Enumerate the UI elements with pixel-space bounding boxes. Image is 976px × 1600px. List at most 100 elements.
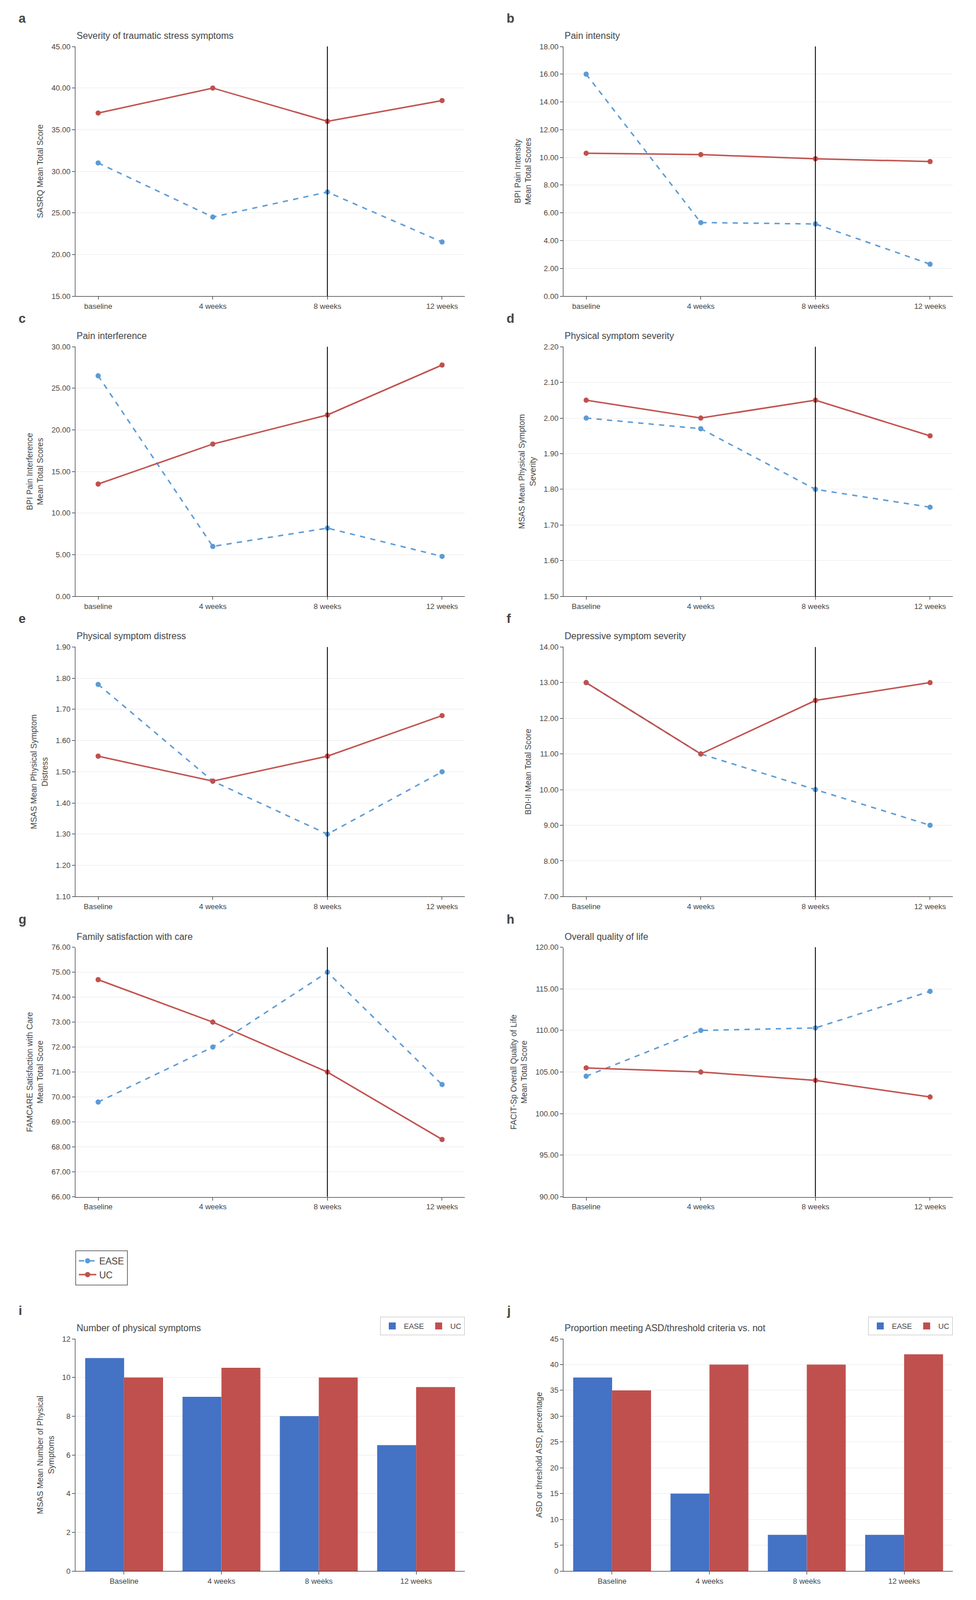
svg-text:12 weeks: 12 weeks [913, 901, 946, 911]
svg-text:a: a [18, 11, 27, 26]
svg-text:1.80: 1.80 [543, 484, 559, 494]
svg-text:2: 2 [66, 1527, 71, 1536]
svg-text:1.20: 1.20 [55, 860, 71, 870]
svg-text:12.00: 12.00 [539, 125, 559, 135]
svg-text:5.00: 5.00 [55, 550, 71, 559]
svg-text:baseline: baseline [572, 301, 600, 311]
svg-text:12 weeks: 12 weeks [400, 1575, 433, 1585]
svg-text:baseline: baseline [84, 301, 112, 311]
svg-text:67.00: 67.00 [51, 1166, 71, 1176]
svg-text:EASE: EASE [99, 1255, 125, 1266]
svg-text:8 weeks: 8 weeks [313, 301, 342, 311]
svg-text:Baseline: Baseline [109, 1575, 139, 1585]
svg-text:Overall quality of life: Overall quality of life [564, 931, 649, 942]
svg-text:120.00: 120.00 [535, 942, 559, 952]
svg-text:45.00: 45.00 [51, 42, 71, 52]
svg-text:2.00: 2.00 [543, 264, 559, 273]
svg-text:1.10: 1.10 [55, 891, 71, 901]
svg-text:Baseline: Baseline [571, 601, 601, 611]
svg-text:0: 0 [554, 1566, 559, 1575]
svg-text:4 weeks: 4 weeks [199, 901, 227, 911]
svg-text:15.00: 15.00 [51, 467, 71, 476]
svg-text:1.80: 1.80 [55, 673, 71, 683]
svg-text:Baseline: Baseline [83, 1201, 113, 1211]
svg-text:8: 8 [66, 1411, 71, 1420]
svg-text:1.40: 1.40 [55, 798, 71, 808]
svg-text:1.60: 1.60 [543, 555, 559, 565]
svg-text:8 weeks: 8 weeks [793, 1575, 822, 1585]
svg-text:Baseline: Baseline [571, 901, 601, 911]
svg-text:30.00: 30.00 [51, 342, 71, 352]
svg-text:75.00: 75.00 [51, 967, 71, 976]
svg-text:1.70: 1.70 [55, 704, 71, 714]
svg-text:EASE: EASE [891, 1321, 913, 1330]
svg-text:baseline: baseline [84, 601, 112, 611]
svg-text:40.00: 40.00 [51, 83, 71, 93]
svg-text:h: h [506, 911, 515, 927]
svg-text:40: 40 [550, 1359, 559, 1369]
svg-text:4 weeks: 4 weeks [695, 1575, 724, 1585]
svg-text:4: 4 [66, 1488, 71, 1498]
svg-text:i: i [18, 1302, 23, 1318]
svg-text:d: d [506, 311, 515, 326]
svg-text:105.00: 105.00 [535, 1067, 559, 1076]
svg-text:8 weeks: 8 weeks [313, 601, 342, 611]
svg-text:6: 6 [66, 1450, 71, 1459]
svg-text:j: j [506, 1302, 511, 1318]
svg-text:10: 10 [550, 1514, 559, 1524]
svg-text:10.00: 10.00 [51, 508, 71, 518]
svg-text:2.20: 2.20 [543, 342, 559, 352]
svg-text:12 weeks: 12 weeks [913, 301, 946, 311]
svg-text:12 weeks: 12 weeks [425, 1201, 458, 1211]
svg-text:1.90: 1.90 [55, 642, 71, 652]
svg-text:BDI-II Mean Total Score: BDI-II Mean Total Score [523, 728, 533, 815]
svg-text:25: 25 [550, 1436, 559, 1446]
svg-text:15: 15 [550, 1488, 559, 1498]
svg-text:UC: UC [450, 1321, 462, 1330]
svg-text:66.00: 66.00 [51, 1191, 71, 1201]
svg-text:4 weeks: 4 weeks [687, 901, 715, 911]
svg-text:73.00: 73.00 [51, 1017, 71, 1026]
svg-text:10.00: 10.00 [539, 153, 559, 162]
svg-text:95.00: 95.00 [539, 1150, 559, 1159]
svg-text:MSAS Mean Number of PhysicalSy: MSAS Mean Number of PhysicalSymptoms [35, 1394, 56, 1514]
svg-text:4 weeks: 4 weeks [687, 301, 715, 311]
svg-text:1.30: 1.30 [55, 829, 71, 838]
svg-text:0.00: 0.00 [543, 291, 559, 301]
svg-text:UC: UC [99, 1269, 113, 1280]
svg-text:ASD or threshold ASD, percenta: ASD or threshold ASD, percentage [534, 1391, 544, 1518]
svg-text:12 weeks: 12 weeks [425, 901, 458, 911]
svg-text:Severity of traumatic stress s: Severity of traumatic stress symptoms [76, 30, 234, 41]
svg-text:11.00: 11.00 [540, 749, 559, 758]
svg-text:UC: UC [938, 1321, 950, 1330]
svg-text:16.00: 16.00 [539, 69, 559, 79]
svg-text:4 weeks: 4 weeks [687, 601, 715, 611]
svg-text:6.00: 6.00 [543, 208, 559, 218]
svg-text:4 weeks: 4 weeks [199, 301, 227, 311]
svg-text:74.00: 74.00 [51, 992, 71, 1001]
svg-text:8 weeks: 8 weeks [801, 901, 830, 911]
svg-text:2.00: 2.00 [543, 413, 559, 423]
svg-text:1.50: 1.50 [543, 591, 559, 601]
svg-text:4 weeks: 4 weeks [199, 601, 227, 611]
svg-text:e: e [18, 611, 26, 626]
svg-text:20: 20 [550, 1462, 559, 1472]
svg-text:9.00: 9.00 [543, 820, 559, 830]
svg-text:Number of physical symptoms: Number of physical symptoms [76, 1322, 201, 1333]
svg-text:5: 5 [554, 1540, 559, 1549]
svg-text:1.70: 1.70 [543, 520, 559, 530]
svg-text:90.00: 90.00 [539, 1191, 559, 1201]
svg-text:g: g [18, 911, 27, 927]
svg-text:8 weeks: 8 weeks [801, 301, 830, 311]
svg-text:12: 12 [62, 1334, 71, 1343]
svg-text:71.00: 71.00 [51, 1067, 71, 1076]
svg-text:15.00: 15.00 [51, 291, 71, 301]
svg-text:30.00: 30.00 [51, 167, 71, 176]
svg-text:c: c [18, 311, 26, 326]
svg-text:12 weeks: 12 weeks [913, 1201, 946, 1211]
svg-text:BPI Pain InterferenceMean Tota: BPI Pain InterferenceMean Total Scores [24, 432, 45, 510]
svg-text:1.50: 1.50 [55, 767, 71, 776]
svg-text:4 weeks: 4 weeks [199, 1201, 227, 1211]
svg-text:Family satisfaction with care: Family satisfaction with care [76, 931, 193, 942]
svg-text:4.00: 4.00 [543, 236, 559, 245]
